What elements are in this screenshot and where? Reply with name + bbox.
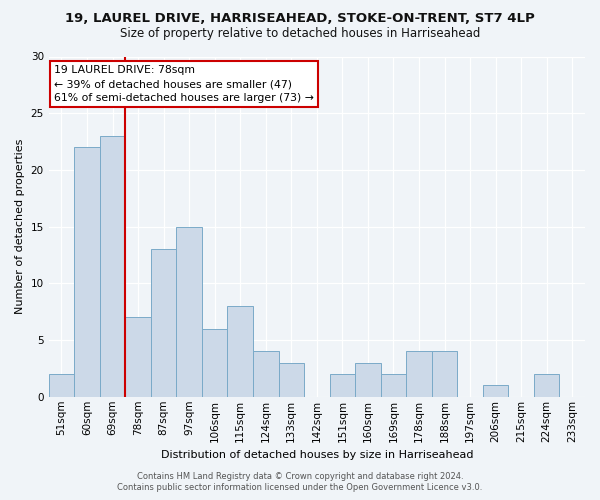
Bar (329, 374, 355, 397)
Bar (278, 362, 304, 397)
Text: Contains HM Land Registry data © Crown copyright and database right 2024.
Contai: Contains HM Land Registry data © Crown c… (118, 472, 482, 492)
Y-axis label: Number of detached properties: Number of detached properties (15, 139, 25, 314)
Bar (355, 362, 380, 397)
Bar (253, 352, 278, 397)
Bar (125, 318, 151, 397)
Text: Size of property relative to detached houses in Harriseahead: Size of property relative to detached ho… (120, 28, 480, 40)
Bar (432, 352, 457, 397)
Bar (100, 136, 125, 397)
X-axis label: Distribution of detached houses by size in Harriseahead: Distribution of detached houses by size … (161, 450, 473, 460)
Bar (227, 306, 253, 397)
Bar (176, 226, 202, 397)
Bar (74, 147, 100, 397)
Bar (483, 386, 508, 397)
Bar (202, 328, 227, 397)
Text: 19 LAUREL DRIVE: 78sqm
← 39% of detached houses are smaller (47)
61% of semi-det: 19 LAUREL DRIVE: 78sqm ← 39% of detached… (54, 65, 314, 103)
Bar (49, 374, 74, 397)
Bar (380, 374, 406, 397)
Bar (534, 374, 559, 397)
Bar (151, 250, 176, 397)
Text: 19, LAUREL DRIVE, HARRISEAHEAD, STOKE-ON-TRENT, ST7 4LP: 19, LAUREL DRIVE, HARRISEAHEAD, STOKE-ON… (65, 12, 535, 26)
Bar (406, 352, 432, 397)
